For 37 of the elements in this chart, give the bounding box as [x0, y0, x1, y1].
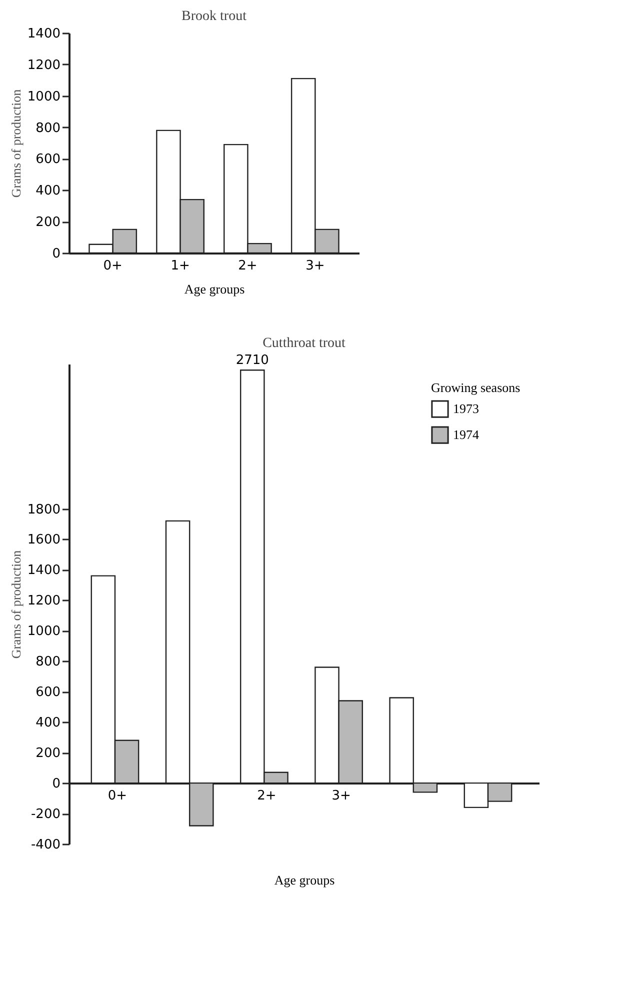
y-tick-label: 1400	[27, 26, 60, 42]
x-tick-label: 2+	[257, 788, 276, 804]
x-tick-label: 2+	[238, 258, 258, 274]
y-tick-label: 1200	[27, 594, 60, 609]
y-tick-label: 400	[36, 184, 60, 199]
x-tick-label: 0+	[103, 258, 122, 274]
y-tick-label: 600	[36, 685, 60, 700]
y-axis-title: Grams of production	[8, 550, 24, 659]
chart-title: Cutthroat trout	[262, 336, 346, 352]
x-tick-label: 3+	[306, 258, 325, 274]
x-tick-label: 0+	[108, 788, 128, 804]
y-tick-label: 1000	[27, 89, 60, 104]
legend-label: 1974	[453, 427, 480, 442]
y-tick-label: 800	[36, 120, 60, 136]
y-tick-label: -400	[30, 838, 60, 852]
chart-title: Brook trout	[182, 9, 247, 24]
y-tick-label: 1800	[27, 502, 60, 518]
y-tick-label: 200	[36, 746, 60, 762]
x-axis-title: Age groups	[184, 282, 245, 296]
y-tick-label: 1400	[27, 563, 60, 578]
y-tick-label: 1000	[27, 624, 60, 640]
y-tick-label: 1200	[27, 58, 60, 73]
x-tick-label: 1+	[170, 258, 190, 274]
data-label: 2710	[236, 353, 269, 368]
legend-title: Growing seasons	[431, 380, 520, 395]
legend-label: 1973	[453, 401, 479, 416]
y-tick-label: 800	[36, 654, 60, 670]
x-tick-label: 3+	[332, 788, 351, 804]
y-tick-label: 400	[36, 716, 60, 731]
y-tick-label: -200	[30, 807, 60, 822]
y-tick-label: 0	[52, 776, 60, 792]
y-axis-title: Grams of production	[8, 88, 24, 198]
y-tick-label: 1600	[27, 532, 60, 548]
y-tick-label: 0	[52, 246, 60, 262]
y-tick-label: 600	[36, 152, 60, 168]
x-axis-title: Age groups	[274, 872, 335, 888]
y-tick-label: 200	[36, 215, 60, 230]
